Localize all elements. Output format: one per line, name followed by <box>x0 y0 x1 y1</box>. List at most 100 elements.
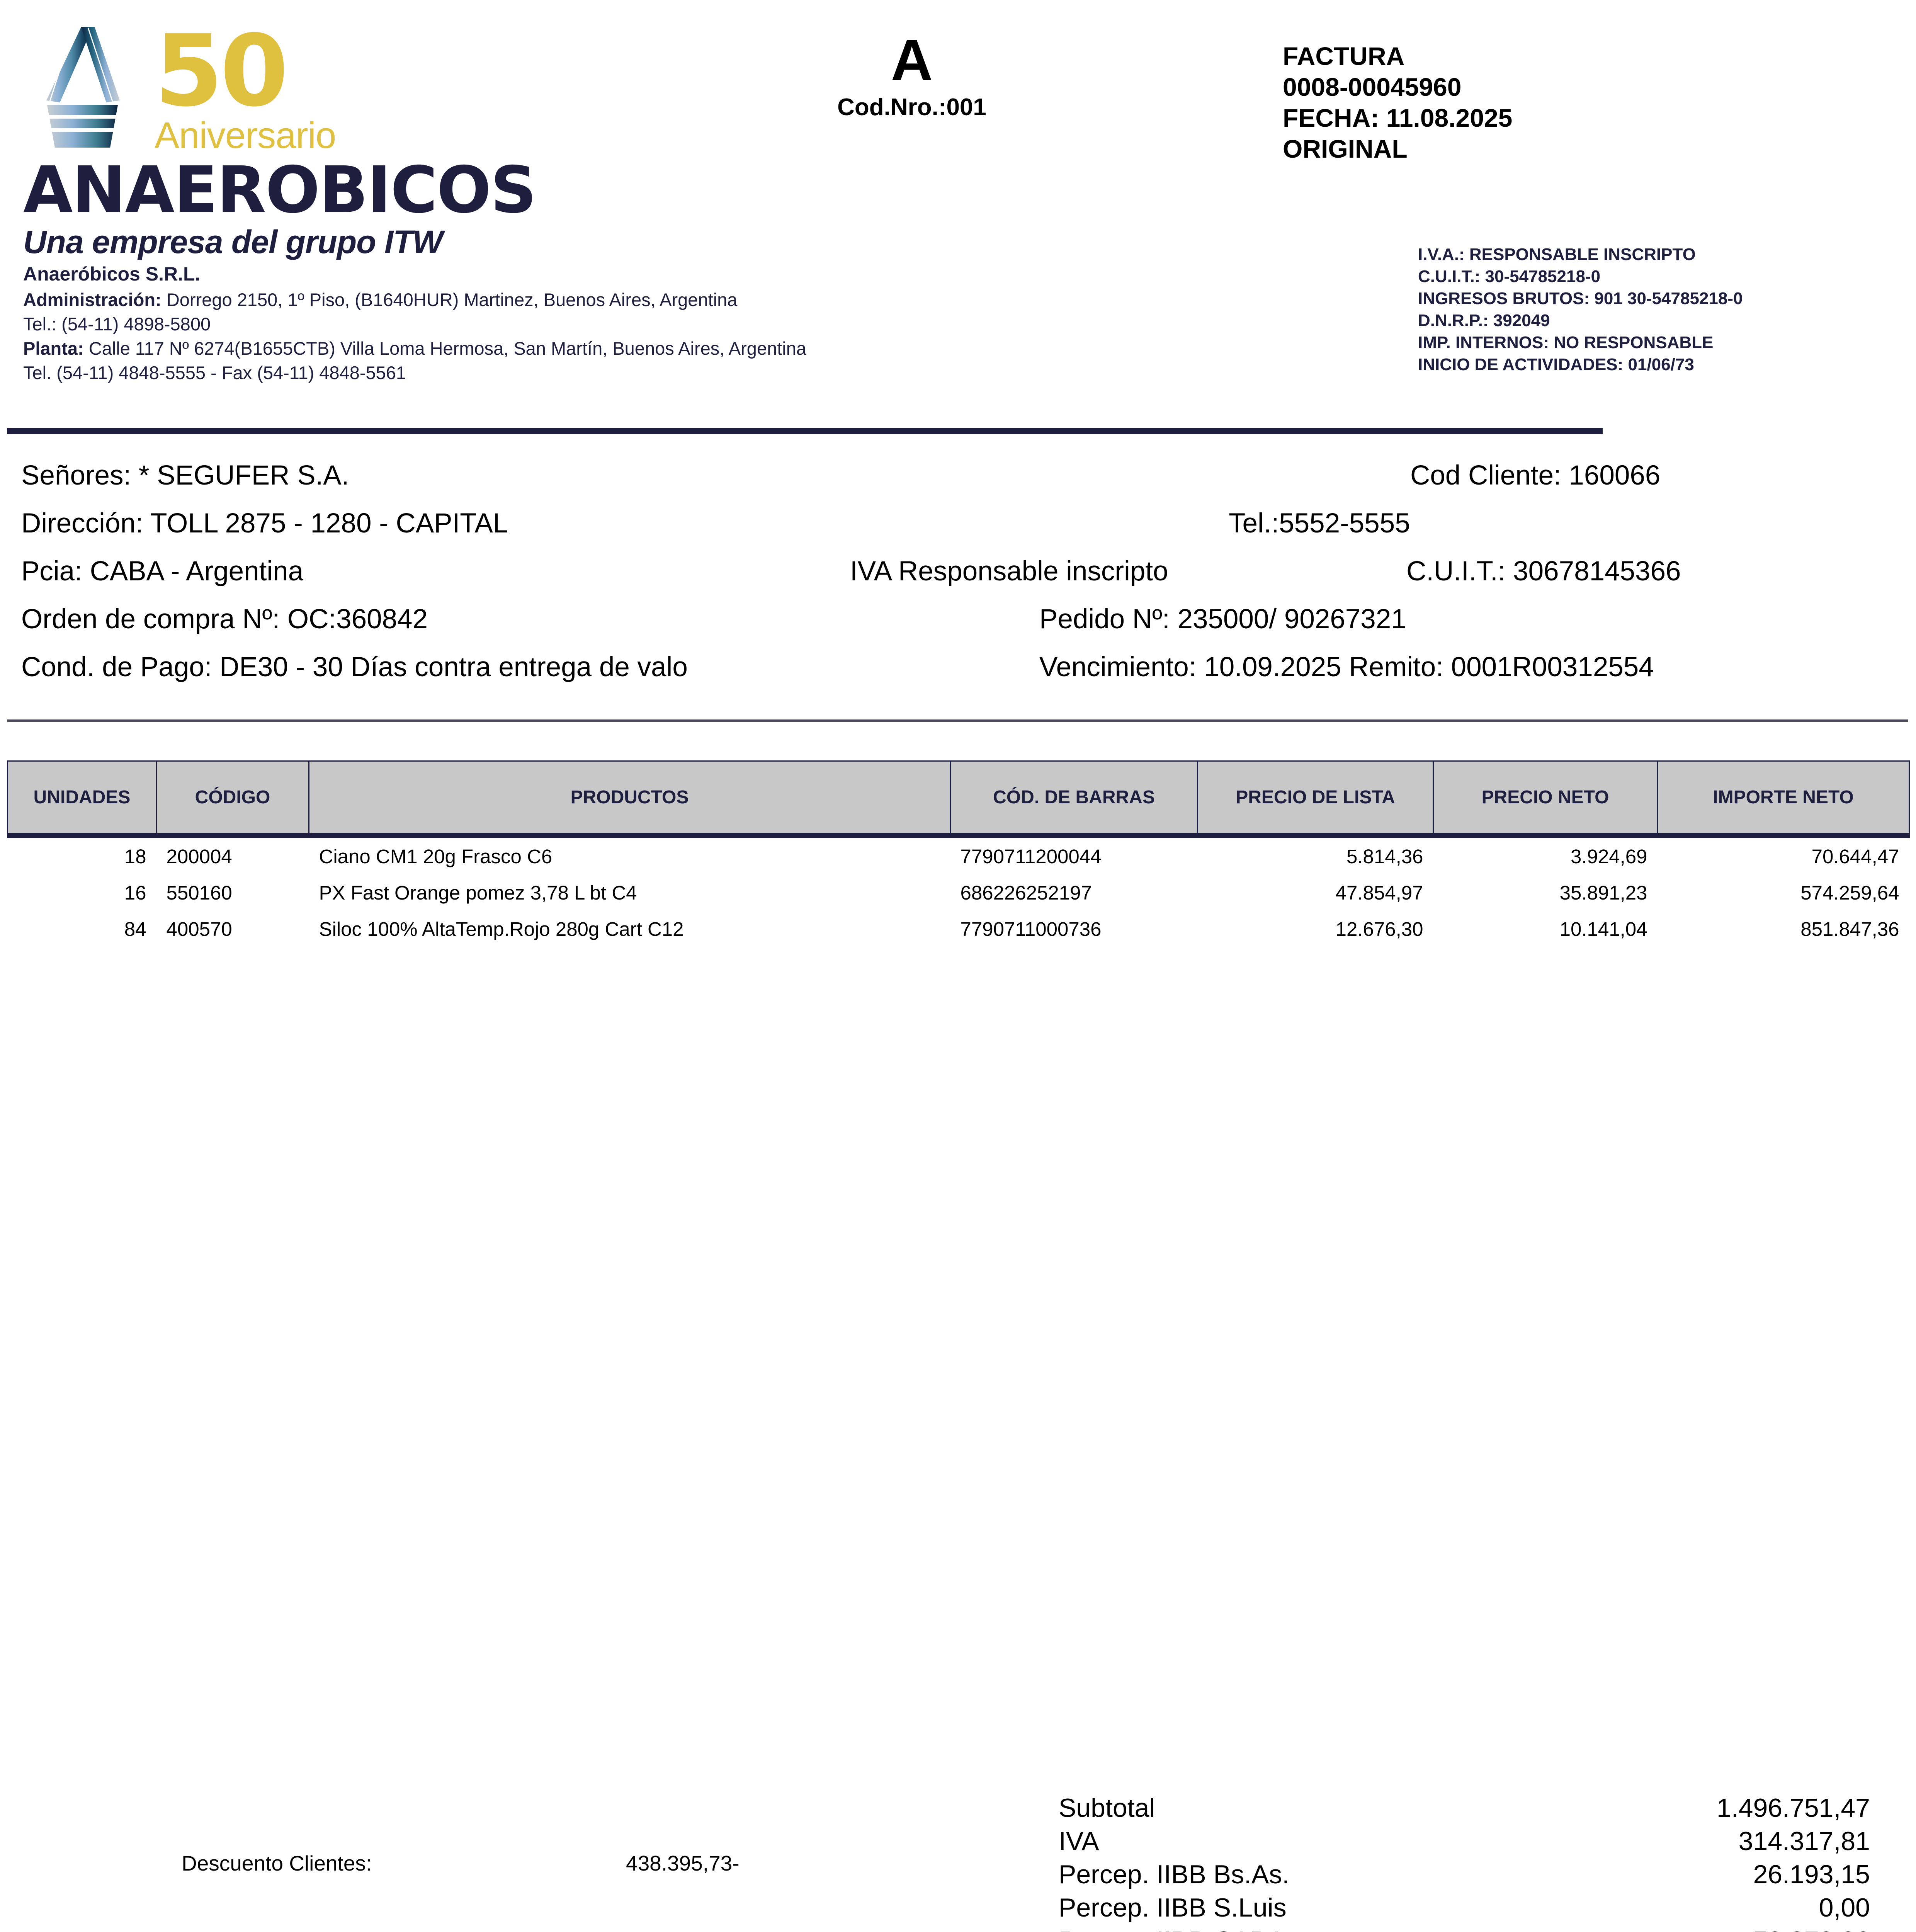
customer-name: Señores: * SEGUFER S.A. <box>21 460 349 491</box>
anniversary-number: 50 <box>155 14 289 129</box>
total-label: Percep. IIBB S.Luis <box>1059 1893 1287 1922</box>
company-name: ANAEROBICOS <box>23 153 537 228</box>
company-admin-address: Administración: Dorrego 2150, 1º Piso, (… <box>23 287 737 312</box>
cell-producto: Ciano CM1 20g Frasco C6 <box>319 845 553 867</box>
discount-value: 438.395,73- <box>626 1851 740 1875</box>
cell-codigo: 400570 <box>166 918 232 940</box>
customer-iva-condition: IVA Responsable inscripto <box>850 556 1168 587</box>
customer-province: Pcia: CABA - Argentina <box>21 556 304 587</box>
cell-producto: PX Fast Orange pomez 3,78 L bt C4 <box>319 881 637 904</box>
customer-row-2: Dirección: TOLL 2875 - 1280 - CAPITAL Te… <box>0 508 1916 556</box>
tax-inicio-actividades: INICIO DE ACTIVIDADES: 01/06/73 <box>1418 355 1694 374</box>
cell-precio-lista: 5.814,36 <box>1346 845 1423 867</box>
invoice-cod-nro: Cod.Nro.:001 <box>837 94 986 121</box>
anniversary-label: Aniversario <box>155 115 336 156</box>
payment-terms: Cond. de Pago: DE30 - 30 Días contra ent… <box>21 652 688 682</box>
tax-cuit: C.U.I.T.: 30-54785218-0 <box>1418 267 1601 286</box>
invoice-meta-block: FACTURA 0008-00045960 FECHA: 11.08.2025 … <box>1283 41 1512 164</box>
cell-unidades: 84 <box>124 918 146 940</box>
admin-label: Administración: <box>23 289 162 310</box>
plant-address-value: Calle 117 Nº 6274(B1655CTB) Villa Loma H… <box>88 338 806 359</box>
total-row-iva: IVA 314.317,81 <box>1059 1826 1885 1859</box>
invoice-letter-block: A Cod.Nro.:001 <box>780 31 1043 123</box>
total-value: 26.193,15 <box>1753 1860 1870 1889</box>
total-row-subtotal: Subtotal 1.496.751,47 <box>1059 1793 1885 1826</box>
customer-row-5: Cond. de Pago: DE30 - 30 Días contra ent… <box>0 651 1916 699</box>
customer-cuit: C.U.I.T.: 30678145366 <box>1406 556 1681 587</box>
col-codigo: CÓDIGO <box>156 760 309 838</box>
cell-codigo: 550160 <box>166 881 232 904</box>
tax-imp-internos: IMP. INTERNOS: NO RESPONSABLE <box>1418 333 1714 352</box>
tax-ingresos-brutos: INGRESOS BRUTOS: 901 30-54785218-0 <box>1418 289 1743 308</box>
header-divider <box>7 428 1603 434</box>
company-tagline: Una empresa del grupo ITW <box>23 224 443 260</box>
due-date-and-remito: Vencimiento: 10.09.2025 Remito: 0001R003… <box>1039 652 1654 682</box>
customer-phone: Tel.:5552-5555 <box>1229 508 1410 539</box>
cell-cod-barras: 7790711200044 <box>960 845 1102 867</box>
tax-dnrp: D.N.R.P.: 392049 <box>1418 311 1550 330</box>
invoice-letter: A <box>891 27 933 92</box>
total-label: Subtotal <box>1059 1793 1155 1823</box>
invoice-date: FECHA: 11.08.2025 <box>1283 104 1513 132</box>
table-row: 18 200004 Ciano CM1 20g Frasco C6 779071… <box>8 836 1909 875</box>
cell-precio-neto: 3.924,69 <box>1570 845 1647 867</box>
admin-address-value: Dorrego 2150, 1º Piso, (B1640HUR) Martin… <box>166 289 738 310</box>
company-tax-block: I.V.A.: RESPONSABLE INSCRIPTO C.U.I.T.: … <box>1418 243 1743 376</box>
cell-precio-neto: 10.141,04 <box>1559 918 1647 940</box>
total-row-iibb-sluis: Percep. IIBB S.Luis 0,00 <box>1059 1893 1885 1926</box>
items-table: UNIDADES CÓDIGO PRODUCTOS CÓD. DE BARRAS… <box>7 760 1910 947</box>
cell-precio-lista: 47.854,97 <box>1335 881 1423 904</box>
total-value: 314.317,81 <box>1738 1827 1870 1856</box>
invoice-copy-type: ORIGINAL <box>1283 134 1408 163</box>
customer-address: Dirección: TOLL 2875 - 1280 - CAPITAL <box>21 508 508 539</box>
total-label: Percep. IIBB Bs.As. <box>1059 1860 1290 1889</box>
cell-precio-neto: 35.891,23 <box>1559 881 1647 904</box>
customer-row-4: Orden de compra Nº: OC:360842 Pedido Nº:… <box>0 604 1916 651</box>
purchase-order: Orden de compra Nº: OC:360842 <box>21 604 428 634</box>
invoice-number: 0008-00045960 <box>1283 73 1462 101</box>
table-row: 84 400570 Siloc 100% AltaTemp.Rojo 280g … <box>8 911 1909 947</box>
anaerobicos-mark-icon <box>23 23 139 151</box>
col-importe-neto: IMPORTE NETO <box>1657 760 1910 838</box>
customer-row-1: Señores: * SEGUFER S.A. Cod Cliente: 160… <box>0 460 1916 508</box>
company-legal-name: Anaeróbicos S.R.L. <box>23 263 201 285</box>
totals-block: Subtotal 1.496.751,47 IVA 314.317,81 Per… <box>1059 1793 1885 1932</box>
col-precio-lista: PRECIO DE LISTA <box>1197 760 1434 838</box>
col-cod-barras: CÓD. DE BARRAS <box>950 760 1198 838</box>
cell-precio-lista: 12.676,30 <box>1335 918 1423 940</box>
table-row: 16 550160 PX Fast Orange pomez 3,78 L bt… <box>8 874 1909 911</box>
company-logo-block: 50 Aniversario ANAEROBICOS Una empresa d… <box>23 14 806 385</box>
company-admin-tel: Tel.: (54-11) 4898-5800 <box>23 314 211 334</box>
company-plant-tel: Tel. (54-11) 4848-5555 - Fax (54-11) 484… <box>23 362 406 383</box>
cell-producto: Siloc 100% AltaTemp.Rojo 280g Cart C12 <box>319 918 684 940</box>
col-precio-neto: PRECIO NETO <box>1433 760 1658 838</box>
invoice-header: 50 Aniversario ANAEROBICOS Una empresa d… <box>0 0 1916 433</box>
customer-block: Señores: * SEGUFER S.A. Cod Cliente: 160… <box>0 460 1916 719</box>
total-row-iibb-caba: Percep. IIBB CABA 59.870,06 <box>1059 1926 1885 1932</box>
cell-importe-neto: 70.644,47 <box>1811 845 1899 867</box>
col-productos: PRODUCTOS <box>308 760 951 838</box>
invoice-type-label: FACTURA <box>1283 42 1405 70</box>
table-header-row: UNIDADES CÓDIGO PRODUCTOS CÓD. DE BARRAS… <box>7 760 1910 838</box>
cell-importe-neto: 851.847,36 <box>1800 918 1899 940</box>
company-plant-address: Planta: Calle 117 Nº 6274(B1655CTB) Vill… <box>23 336 806 361</box>
cell-unidades: 16 <box>124 881 146 904</box>
total-label: Percep. IIBB CABA <box>1059 1926 1285 1932</box>
cell-cod-barras: 7790711000736 <box>960 918 1102 940</box>
total-value: 0,00 <box>1819 1893 1870 1922</box>
tax-iva: I.V.A.: RESPONSABLE INSCRIPTO <box>1418 245 1696 264</box>
cell-unidades: 18 <box>124 845 146 867</box>
cell-importe-neto: 574.259,64 <box>1800 881 1899 904</box>
customer-divider <box>7 719 1908 722</box>
total-label: IVA <box>1059 1827 1099 1856</box>
cell-cod-barras: 686226252197 <box>960 881 1092 904</box>
total-row-iibb-bsas: Percep. IIBB Bs.As. 26.193,15 <box>1059 1859 1885 1893</box>
customer-code: Cod Cliente: 160066 <box>1410 460 1661 491</box>
cell-codigo: 200004 <box>166 845 232 867</box>
discount-label: Descuento Clientes: <box>182 1851 372 1875</box>
total-value: 1.496.751,47 <box>1716 1793 1870 1823</box>
plant-label: Planta: <box>23 338 84 359</box>
customer-row-3: Pcia: CABA - Argentina IVA Responsable i… <box>0 556 1916 604</box>
order-number: Pedido Nº: 235000/ 90267321 <box>1039 604 1406 634</box>
